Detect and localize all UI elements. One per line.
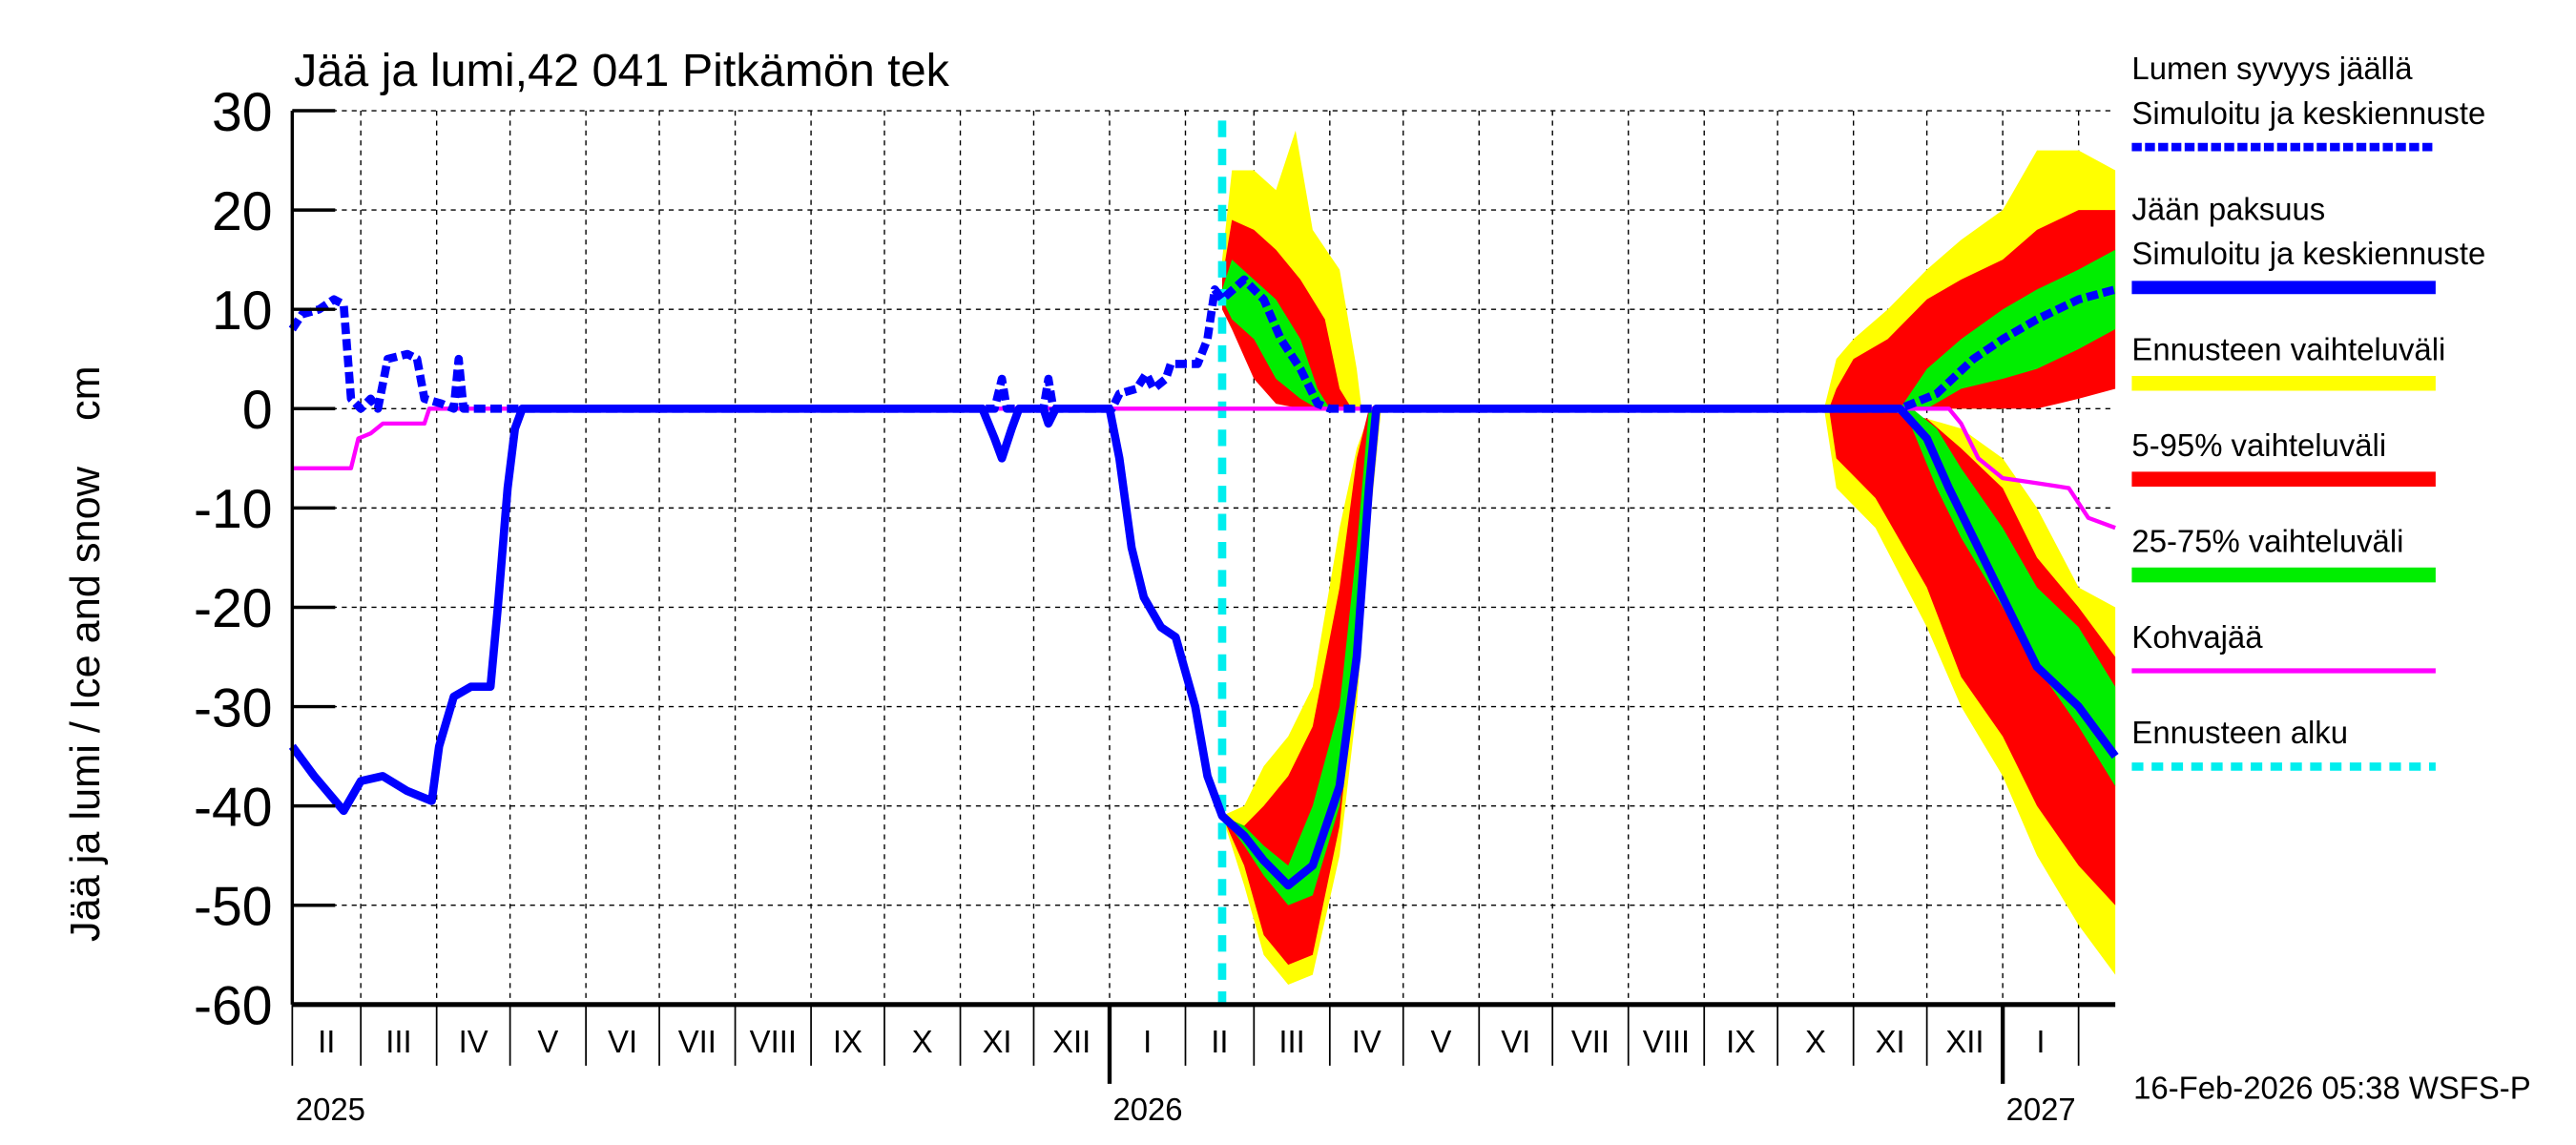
month-label: IX <box>833 1024 862 1059</box>
y-tick-label: -50 <box>194 876 273 937</box>
band-p25_75 <box>1900 249 2116 409</box>
legend-label: Simuloitu ja keskiennuste <box>2131 95 2485 131</box>
month-label: IX <box>1726 1024 1755 1059</box>
plot-area <box>292 111 2115 1005</box>
year-label: 2025 <box>296 1092 365 1127</box>
month-label: VIII <box>1643 1024 1690 1059</box>
band-p5_95 <box>1829 408 2116 906</box>
month-label: IV <box>1352 1024 1381 1059</box>
legend-label: Ennusteen alku <box>2131 715 2348 750</box>
month-label: II <box>318 1024 335 1059</box>
month-label: IV <box>459 1024 488 1059</box>
year-label: 2027 <box>2006 1092 2076 1127</box>
band-p5_95 <box>1221 408 1377 966</box>
month-label: XII <box>1945 1024 1984 1059</box>
legend-label: Simuloitu ja keskiennuste <box>2131 236 2485 271</box>
legend-label: 25-75% vaihteluväli <box>2131 523 2403 558</box>
series-magenta <box>292 406 2116 531</box>
month-label: VI <box>608 1024 637 1059</box>
band-p25_75 <box>1221 408 1374 906</box>
y-tick-label: -60 <box>194 976 273 1037</box>
y-tick-label: -40 <box>194 777 273 838</box>
timestamp: 16-Feb-2026 05:38 WSFS-P <box>2133 1071 2531 1106</box>
y-axis-label: Jää ja lumi / Ice and snow cm <box>63 365 109 942</box>
month-label: I <box>2036 1024 2045 1059</box>
month-label: X <box>1805 1024 1826 1059</box>
month-label: V <box>537 1024 558 1059</box>
chart-title: Jää ja lumi,42 041 Pitkämön tek <box>294 45 950 96</box>
legend-label: Jään paksuus <box>2131 191 2325 226</box>
y-tick-label: 20 <box>212 181 273 242</box>
band-range <box>1823 408 2116 975</box>
month-label: XI <box>1876 1024 1905 1059</box>
legend-label: Ennusteen vaihteluväli <box>2131 331 2445 366</box>
month-label: III <box>1278 1024 1304 1059</box>
month-label: X <box>912 1024 933 1059</box>
y-tick-label: -10 <box>194 479 273 540</box>
legend-label: Kohvajää <box>2131 619 2263 655</box>
y-tick-label: 10 <box>212 281 273 342</box>
year-label: 2026 <box>1112 1092 1182 1127</box>
month-label: VI <box>1501 1024 1530 1059</box>
y-tick-label: -30 <box>194 677 273 739</box>
band-p5_95 <box>1221 219 1352 409</box>
month-label: V <box>1431 1024 1452 1059</box>
month-label: II <box>1211 1024 1228 1059</box>
month-label: VIII <box>750 1024 797 1059</box>
y-tick-label: 30 <box>212 82 273 143</box>
month-label: XI <box>982 1024 1011 1059</box>
month-label: III <box>385 1024 411 1059</box>
month-label: VII <box>1571 1024 1610 1059</box>
y-tick-label: 0 <box>242 380 273 441</box>
month-label: I <box>1143 1024 1152 1059</box>
legend-label: Lumen syvyys jäällä <box>2131 51 2413 86</box>
month-label: XII <box>1052 1024 1091 1059</box>
series-dashed-blue <box>288 275 2117 413</box>
y-tick-label: -20 <box>194 578 273 639</box>
month-label: VII <box>678 1024 717 1059</box>
legend-label: 5-95% vaihteluväli <box>2131 427 2386 463</box>
